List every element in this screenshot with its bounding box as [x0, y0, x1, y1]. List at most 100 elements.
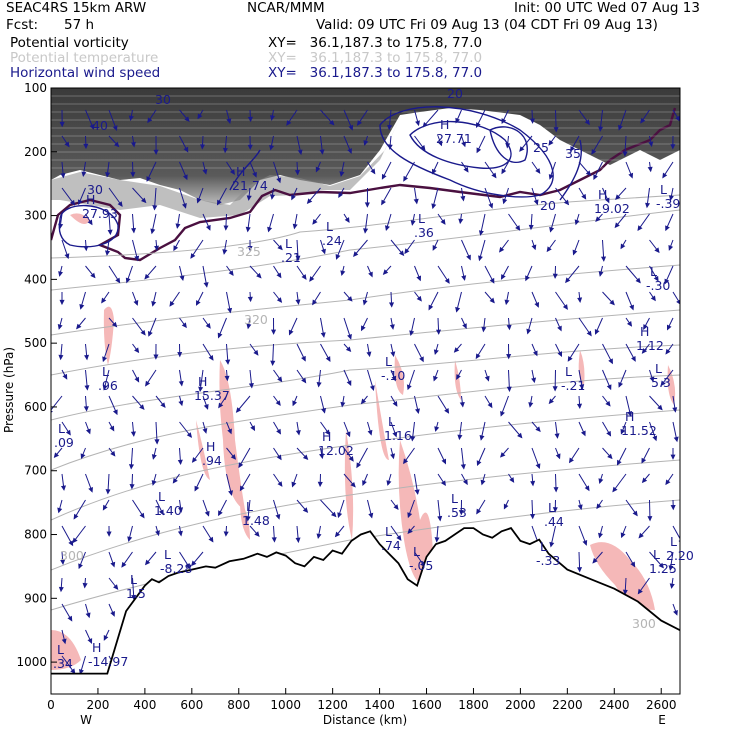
- wind-vector-head: [501, 168, 507, 175]
- wind-vector-head: [403, 458, 409, 465]
- wind-vector-head: [61, 638, 67, 645]
- wind-vector-head: [89, 124, 95, 130]
- wind-vector-head: [131, 594, 137, 601]
- wind-vector-head: [79, 304, 85, 310]
- wind-vector-head: [182, 202, 187, 209]
- east-label: E: [658, 713, 666, 727]
- wind-vector-head: [535, 463, 541, 470]
- wind-vector-head: [563, 199, 570, 206]
- extremum-type: L: [388, 414, 395, 429]
- extremum-type: L: [58, 421, 65, 436]
- wind-vector-head: [665, 348, 671, 355]
- wind-vector-head: [194, 485, 200, 492]
- x-axis: 0 200 400 600 800 1000 1200 1400 1600 1800 2000 220…: [47, 688, 676, 712]
- wind-vector-head: [415, 120, 420, 127]
- model-title: SEAC4RS 15km ARW: [6, 0, 147, 16]
- wind-vector-head: [217, 332, 223, 339]
- wind-vector-head: [348, 124, 354, 131]
- wind-vector-head: [186, 432, 193, 438]
- legend-wind-xy: XY= 36.1,187.3 to 175.8, 77.0: [268, 65, 483, 81]
- extremum-value: .21: [281, 250, 301, 265]
- org-title: NCAR/MMM: [247, 0, 325, 16]
- extremum-type: L: [57, 642, 64, 657]
- wind-vector-head: [458, 218, 464, 225]
- wind-vector-head: [604, 197, 610, 204]
- wind-vector-head: [630, 561, 636, 568]
- wind-vector-head: [572, 249, 578, 256]
- wind-vector-head: [476, 147, 482, 154]
- wind-vector-head: [253, 349, 259, 356]
- wind-vector-head: [57, 323, 63, 330]
- wind-vector-head: [554, 433, 560, 439]
- extremum-type: L: [164, 547, 171, 562]
- wind-vector-head: [381, 173, 387, 180]
- wind-vector-head: [431, 168, 437, 175]
- wind-vector-head: [506, 324, 512, 331]
- extremum-type: H: [440, 117, 449, 132]
- wind-vector-head: [111, 321, 118, 328]
- extremum-value: -.30: [646, 278, 670, 293]
- wind-vector-head: [620, 243, 626, 250]
- wind-vector-head: [673, 609, 678, 616]
- wind-vector-head: [59, 299, 65, 306]
- y-tick-label: 900: [24, 591, 47, 605]
- y-tick-label: 300: [24, 209, 47, 223]
- wind-vector-head: [87, 219, 93, 226]
- wind-vector-head: [531, 244, 537, 251]
- valid-time: Valid: 09 UTC Fri 09 Aug 13 (04 CDT Fri …: [316, 17, 658, 33]
- extremum-type: H: [206, 439, 215, 454]
- wind-vector-head: [130, 141, 136, 148]
- wind-vector-head: [461, 275, 467, 281]
- wind-vector-head: [247, 245, 253, 252]
- wind-vector-head: [235, 407, 242, 413]
- wind-vector-head: [484, 375, 490, 382]
- wind-vector-head: [594, 329, 600, 335]
- x-tick-label: 2600: [646, 698, 677, 712]
- wind-vector-head: [535, 426, 541, 433]
- y-tick-label: 1000: [16, 655, 47, 669]
- wind-vector-head: [277, 481, 283, 487]
- wind-vector-head: [346, 380, 352, 387]
- wind-vector-head: [72, 537, 78, 544]
- wind-vector-head: [208, 536, 214, 543]
- wind-vector-head: [67, 615, 73, 622]
- wind-vector-head: [455, 306, 461, 313]
- wind-vector-head: [577, 504, 583, 511]
- strat-isentropes: [51, 95, 680, 169]
- wind-vector-head: [202, 427, 208, 434]
- extremum-type: H: [92, 640, 101, 655]
- wind-vector-head: [676, 299, 680, 305]
- extremum-type: L: [451, 491, 458, 506]
- wind-vector-head: [227, 428, 232, 435]
- wind-vector-head: [350, 482, 356, 488]
- wind-vector-head: [83, 245, 89, 252]
- wind-vector-head: [546, 246, 552, 253]
- wind-vector-head: [312, 219, 318, 225]
- wind-vector-head: [598, 126, 604, 132]
- wind-vector-head: [196, 197, 202, 204]
- pv-gray-region: [51, 118, 400, 218]
- wind-vector-head: [177, 351, 183, 358]
- wind-vector-head: [629, 304, 634, 311]
- wind-vector-head: [526, 328, 532, 335]
- wind-contour-label: 30: [87, 182, 103, 197]
- wind-vector-head: [509, 477, 515, 483]
- wind-vector-head: [345, 346, 352, 353]
- wind-vector-head: [576, 567, 583, 573]
- wind-vector-head: [254, 531, 260, 537]
- wind-vector-head: [363, 140, 369, 146]
- wind-vector-head: [183, 146, 189, 153]
- extremum-value: 11.52: [621, 423, 657, 438]
- wind-vector-head: [344, 217, 350, 223]
- wind-contour-label: 35: [565, 146, 581, 161]
- wind-vector-head: [130, 431, 136, 437]
- wind-vector-head: [160, 402, 166, 408]
- extremum-type: L: [102, 364, 109, 379]
- wind-vector-head: [366, 351, 372, 358]
- wind-vector-head: [338, 192, 344, 198]
- wind-vector-head: [270, 360, 276, 367]
- wind-vector-head: [58, 586, 64, 593]
- wind-vector-head: [275, 513, 281, 520]
- x-tick-label: 2200: [552, 698, 583, 712]
- extremum-value: .44: [544, 514, 564, 529]
